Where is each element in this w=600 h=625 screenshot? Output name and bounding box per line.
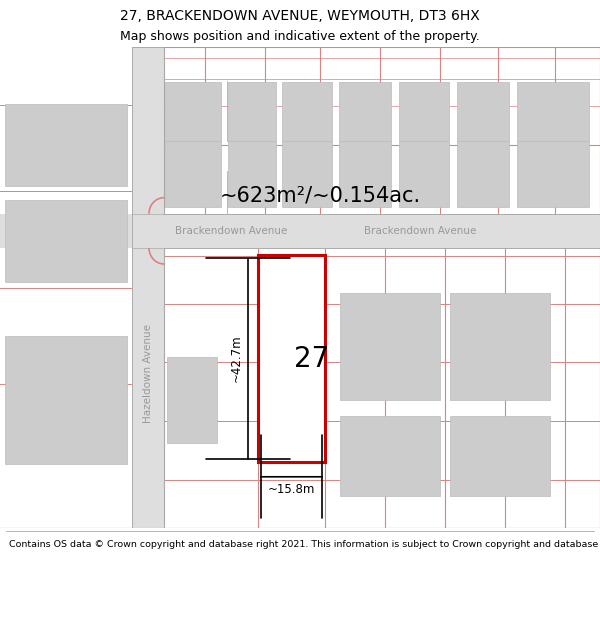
Text: ~623m²/~0.154ac.: ~623m²/~0.154ac. [220, 185, 421, 205]
Bar [450, 416, 550, 496]
Bar [399, 141, 449, 208]
Text: Map shows position and indicative extent of the property.: Map shows position and indicative extent… [120, 31, 480, 44]
Text: Brackendown Avenue: Brackendown Avenue [175, 226, 287, 236]
Bar [457, 82, 509, 141]
Bar [165, 82, 221, 141]
Bar [258, 256, 325, 462]
Text: Hazeldown Avenue: Hazeldown Avenue [143, 324, 153, 422]
Text: ~15.8m: ~15.8m [268, 483, 315, 496]
Text: Brackendown Avenue: Brackendown Avenue [364, 226, 476, 236]
Text: 27, BRACKENDOWN AVENUE, WEYMOUTH, DT3 6HX: 27, BRACKENDOWN AVENUE, WEYMOUTH, DT3 6H… [120, 9, 480, 23]
Bar [282, 141, 332, 208]
Text: ~42.7m: ~42.7m [230, 335, 243, 382]
Bar [282, 82, 332, 141]
Bar [228, 82, 276, 141]
Bar [5, 336, 127, 464]
Bar [399, 82, 449, 141]
Bar [517, 82, 589, 141]
Bar [517, 141, 589, 208]
Bar [132, 47, 164, 528]
Text: Contains OS data © Crown copyright and database right 2021. This information is : Contains OS data © Crown copyright and d… [9, 540, 600, 549]
Bar [228, 141, 276, 208]
Bar [165, 141, 221, 208]
Bar [457, 141, 509, 208]
Bar [5, 104, 127, 186]
Text: 27: 27 [294, 344, 329, 372]
Bar [340, 293, 440, 400]
Bar [339, 82, 391, 141]
Bar [0, 214, 600, 248]
Bar [167, 357, 217, 442]
Bar [450, 293, 550, 400]
Bar [339, 141, 391, 208]
Bar [5, 201, 127, 282]
Bar [340, 416, 440, 496]
